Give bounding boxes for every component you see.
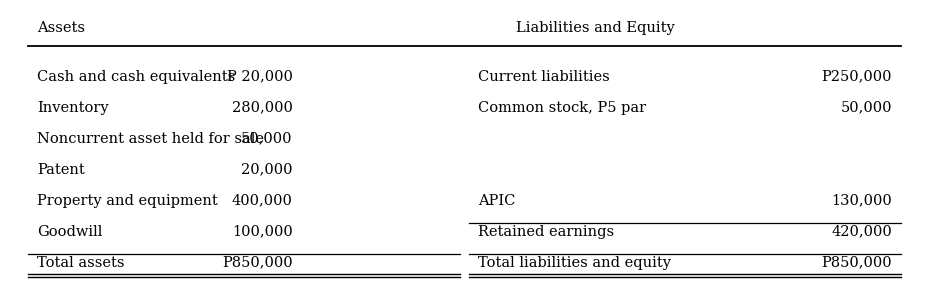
Text: P 20,000: P 20,000 [226,70,292,84]
Text: APIC: APIC [478,194,515,208]
Text: Patent: Patent [37,163,84,177]
Text: Liabilities and Equity: Liabilities and Equity [515,22,674,35]
Text: Goodwill: Goodwill [37,224,102,239]
Text: Total assets: Total assets [37,255,124,270]
Text: Noncurrent asset held for sale: Noncurrent asset held for sale [37,132,264,146]
Text: Assets: Assets [37,22,85,35]
Text: Property and equipment: Property and equipment [37,194,218,208]
Text: 50,000: 50,000 [840,101,891,115]
Text: 420,000: 420,000 [831,224,891,239]
Text: P850,000: P850,000 [820,255,891,270]
Text: 130,000: 130,000 [831,194,891,208]
Text: Inventory: Inventory [37,101,109,115]
Text: Common stock, P5 par: Common stock, P5 par [478,101,646,115]
Text: Retained earnings: Retained earnings [478,224,614,239]
Text: P250,000: P250,000 [820,70,891,84]
Text: 20,000: 20,000 [241,163,292,177]
Text: 100,000: 100,000 [232,224,292,239]
Text: P850,000: P850,000 [222,255,292,270]
Text: 400,000: 400,000 [231,194,292,208]
Text: Total liabilities and equity: Total liabilities and equity [478,255,671,270]
Text: 50,000: 50,000 [241,132,292,146]
Text: Cash and cash equivalents: Cash and cash equivalents [37,70,235,84]
Text: Current liabilities: Current liabilities [478,70,610,84]
Text: 280,000: 280,000 [231,101,292,115]
